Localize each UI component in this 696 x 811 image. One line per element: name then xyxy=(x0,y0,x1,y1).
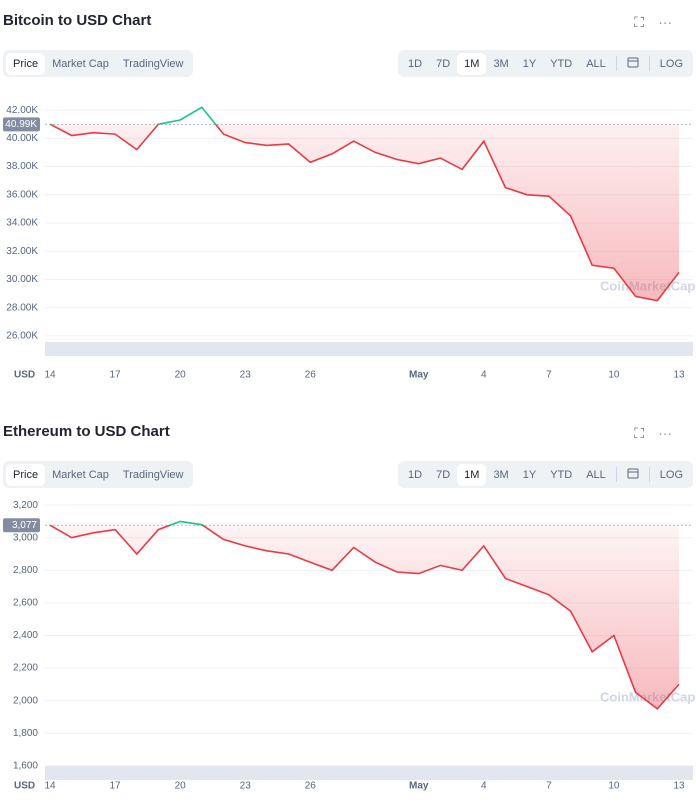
y-tick-label: 2,800 xyxy=(13,565,38,576)
x-tick-label: 20 xyxy=(175,370,187,381)
y-tick-label: 38.00K xyxy=(6,161,38,172)
x-tick-label: 4 xyxy=(481,781,487,792)
x-tick-label: 14 xyxy=(44,781,56,792)
divider xyxy=(615,467,617,482)
y-tick-label: 40.00K xyxy=(6,133,38,144)
chart-icons[interactable]: ⛶⋯ xyxy=(634,14,686,30)
range-button[interactable]: YTD xyxy=(550,468,573,481)
x-tick-label: May xyxy=(409,370,429,381)
view-tabs: Price Market Cap TradingView xyxy=(3,50,194,77)
range-button[interactable]: 1D xyxy=(408,468,423,481)
chart: 1,600 1,800 2,000 2,200 2,400 2,600 2,800 3,000… xyxy=(3,500,695,792)
chart-title: Ethereum to USD Chart xyxy=(3,423,170,440)
reference-label: 40.99K xyxy=(5,119,37,130)
log-button[interactable]: LOG xyxy=(659,468,683,481)
currency-label: USD xyxy=(14,370,35,381)
range-buttons: 1D 7D 1M 3M 1Y YTD ALL LOG xyxy=(398,50,693,77)
tab-button[interactable]: TradingView xyxy=(122,468,184,481)
range-button[interactable]: ALL xyxy=(586,468,606,481)
x-tick-label: May xyxy=(409,781,429,792)
range-button[interactable]: 7D xyxy=(436,57,451,70)
reference-box xyxy=(3,518,40,533)
price-area xyxy=(50,525,679,709)
reference-label: 3,077 xyxy=(12,520,37,531)
x-tick-label: 7 xyxy=(546,781,552,792)
range-button[interactable]: 1D xyxy=(408,57,423,70)
range-button[interactable]: 3M xyxy=(493,468,509,481)
range-buttons: 1D 7D 1M 3M 1Y YTD ALL LOG xyxy=(398,461,693,488)
reference-box xyxy=(3,117,40,132)
x-tick-label: 20 xyxy=(175,781,187,792)
y-tick-label: 1,600 xyxy=(13,760,38,771)
x-tick-label: 4 xyxy=(481,370,487,381)
divider xyxy=(615,56,617,71)
y-tick-label: 3,000 xyxy=(13,532,38,543)
x-tick-label: 14 xyxy=(44,370,56,381)
x-tick-label: 13 xyxy=(673,370,685,381)
y-tick-label: 34.00K xyxy=(6,218,38,229)
y-tick-label: 2,000 xyxy=(13,695,38,706)
range-button[interactable]: 1Y xyxy=(522,57,537,70)
chart-panel: 1,600 1,800 2,000 2,200 2,400 2,600 2,800 3,000… xyxy=(0,411,696,811)
x-tick-label: 10 xyxy=(608,370,620,381)
tab-button[interactable]: Market Cap xyxy=(52,468,109,481)
x-tick-label: 23 xyxy=(240,781,252,792)
y-tick-label: 42.00K xyxy=(6,105,38,116)
price-area xyxy=(50,124,679,301)
range-button[interactable]: 1M xyxy=(457,463,487,486)
tab-button[interactable]: TradingView xyxy=(122,57,184,70)
price-line xyxy=(49,106,680,302)
range-button[interactable]: YTD xyxy=(550,57,573,70)
divider xyxy=(648,56,650,71)
y-tick-label: 2,600 xyxy=(13,598,38,609)
view-tabs: Price Market Cap TradingView xyxy=(3,461,194,488)
x-tick-label: 17 xyxy=(110,370,122,381)
x-tick-label: 23 xyxy=(240,370,252,381)
x-tick-label: 26 xyxy=(305,370,317,381)
y-tick-label: 2,200 xyxy=(13,663,38,674)
y-tick-label: 28.00K xyxy=(6,302,38,313)
x-tick-label: 7 xyxy=(546,370,552,381)
tab-button[interactable]: Market Cap xyxy=(52,57,109,70)
chart-title: Bitcoin to USD Chart xyxy=(3,12,152,29)
y-tick-label: 2,400 xyxy=(13,630,38,641)
x-tick-label: 17 xyxy=(110,781,122,792)
range-button[interactable]: 3M xyxy=(493,57,509,70)
volume-band xyxy=(45,766,693,780)
range-button[interactable]: 1M xyxy=(457,52,487,75)
y-tick-label: 3,200 xyxy=(13,500,38,511)
chart: 26.00K 28.00K 30.00K 32.00K 34.00K 36.00K 38.0… xyxy=(3,105,695,381)
y-tick-label: 1,800 xyxy=(13,728,38,739)
x-tick-label: 10 xyxy=(608,781,620,792)
y-tick-label: 26.00K xyxy=(6,331,38,342)
chart-panel: 26.00K 28.00K 30.00K 32.00K 34.00K 36.00K 38.0… xyxy=(0,0,696,400)
calendar-button[interactable] xyxy=(620,51,646,76)
range-button[interactable]: 7D xyxy=(436,468,451,481)
currency-label: USD xyxy=(14,781,35,792)
y-tick-label: 32.00K xyxy=(6,246,38,257)
range-button[interactable]: ALL xyxy=(586,57,606,70)
y-tick-label: 30.00K xyxy=(6,274,38,285)
tab-button[interactable]: Price xyxy=(6,463,46,486)
chart-icons[interactable]: ⛶⋯ xyxy=(634,425,686,441)
calendar-button[interactable] xyxy=(620,462,646,487)
volume-band xyxy=(45,342,693,356)
x-tick-label: 26 xyxy=(305,781,317,792)
range-button[interactable]: 1Y xyxy=(522,468,537,481)
price-line xyxy=(49,520,680,710)
x-tick-label: 13 xyxy=(673,781,685,792)
y-tick-label: 36.00K xyxy=(6,189,38,200)
divider xyxy=(648,467,650,482)
log-button[interactable]: LOG xyxy=(659,57,683,70)
tab-button[interactable]: Price xyxy=(6,52,46,75)
